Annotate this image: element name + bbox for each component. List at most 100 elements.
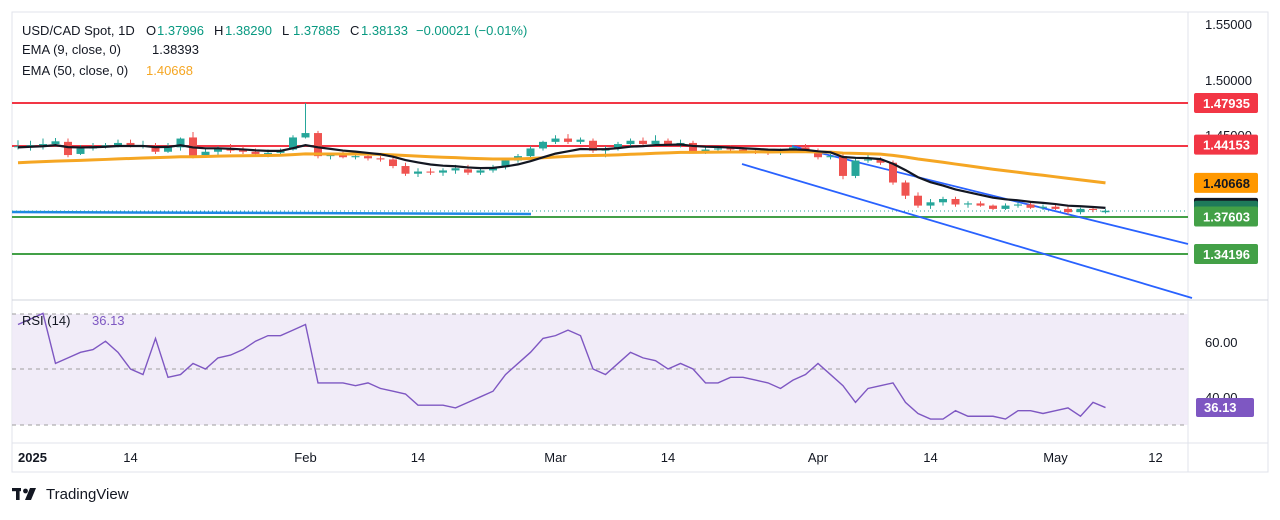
time-tick: 14 (661, 450, 675, 465)
ohlc-key-h: H (214, 23, 223, 38)
candle-body (839, 156, 847, 176)
ema50-legend-value: 1.40668 (146, 63, 193, 78)
candle-body (639, 140, 647, 145)
candle-body (739, 149, 747, 151)
rsi-value-badge-text: 36.13 (1204, 400, 1237, 415)
candle-body (651, 140, 660, 145)
tradingview-brand[interactable]: TradingView (12, 484, 129, 504)
candle-body (814, 151, 822, 158)
candle-body (526, 148, 535, 157)
time-tick: Apr (808, 450, 829, 465)
time-tick: 14 (923, 450, 937, 465)
candle-body (264, 152, 272, 154)
price-label-text: 1.44153 (1203, 138, 1250, 153)
candle-body (389, 159, 397, 167)
rsi-legend-value: 36.13 (92, 313, 125, 328)
candle-body (576, 139, 585, 142)
tradingview-logo-icon (12, 488, 36, 500)
candle-body (1051, 206, 1060, 209)
candle-body (939, 199, 947, 203)
candle-body (326, 155, 335, 157)
candle-body (614, 144, 622, 149)
candle-body (76, 148, 85, 154)
rsi-line (17, 312, 1106, 420)
change-readout: −0.00021 (−0.01%) (416, 23, 527, 38)
candle-body (901, 182, 910, 196)
candle-body (214, 148, 222, 152)
ema50-legend-label: EMA (50, close, 0) (22, 63, 128, 78)
candle-body (1101, 210, 1110, 213)
price-label-badge (1194, 134, 1258, 155)
candle-body (426, 171, 435, 173)
candle-body (976, 203, 985, 206)
price-label-badge (1194, 244, 1258, 264)
candle-body (626, 140, 635, 145)
candle-body (689, 142, 697, 152)
ohlc-value-c: 1.38133 (361, 23, 408, 38)
candle-body (851, 160, 860, 176)
candle-body (889, 162, 897, 183)
blue-horizontal-line (11, 210, 532, 216)
price-label-badge (1194, 172, 1258, 193)
price-label-text: 1.34196 (1203, 247, 1250, 262)
candle-body (251, 151, 260, 154)
candle-body (51, 141, 60, 145)
candle-body (114, 142, 122, 146)
ema9-legend-label: EMA (9, close, 0) (22, 42, 121, 57)
ema9-line (17, 143, 1106, 209)
candle-body (439, 170, 447, 173)
price-label-badge (1194, 206, 1258, 227)
candle-body (376, 158, 385, 160)
candle-body (714, 148, 722, 150)
time-tick: 14 (411, 450, 425, 465)
candle-body (201, 151, 210, 156)
candle-body (176, 138, 185, 148)
candle-body (464, 169, 472, 173)
candle-body (664, 140, 672, 145)
time-tick: May (1043, 450, 1068, 465)
candle-body (926, 202, 935, 206)
price-label-badge (1194, 93, 1258, 113)
candle-body (164, 146, 172, 152)
candle-body (39, 144, 47, 146)
time-tick: Feb (294, 450, 316, 465)
time-axis: 2025 14 Feb 14 Mar 14 Apr 14 May 12 (18, 450, 1163, 465)
ema50-line (17, 150, 1106, 185)
candle-body (64, 141, 72, 156)
candle-body (401, 166, 410, 174)
candle-body (1001, 205, 1010, 209)
candle-body (1064, 208, 1072, 213)
candle-body (351, 156, 360, 158)
price-label-text: 1.47935 (1203, 96, 1250, 111)
ohlc-value-o: 1.37996 (157, 23, 204, 38)
candle-body (451, 168, 460, 171)
candle-body (964, 203, 972, 205)
candle-body (314, 133, 322, 157)
candle-body (1076, 208, 1085, 213)
candle-body (951, 199, 960, 205)
candle-body (501, 160, 510, 168)
rsi-value-badge (1196, 398, 1254, 417)
candle-body (289, 137, 297, 150)
candle-body (914, 195, 922, 206)
legend: USD/CAD Spot, 1D O 1.37996 H 1.38290 L 1.3788… (22, 23, 527, 328)
candle-body (564, 138, 572, 142)
time-tick: Mar (544, 450, 567, 465)
ohlc-key-c: C (350, 23, 359, 38)
candle-body (876, 159, 885, 163)
price-tick: 1.50000 (1205, 73, 1252, 88)
candle-body (539, 141, 547, 149)
rsi-tick: 60.00 (1205, 335, 1238, 350)
candle-body (1039, 206, 1047, 208)
time-tick: 2025 (18, 450, 47, 465)
candle-body (551, 138, 560, 142)
candle-body (151, 146, 160, 152)
candle-body (339, 155, 347, 158)
ohlc-value-l: 1.37885 (293, 23, 340, 38)
price-tick: 1.55000 (1205, 17, 1252, 32)
candle-body (301, 133, 310, 138)
candle-body (126, 142, 135, 147)
candle-body (1026, 204, 1035, 208)
candle-body (701, 149, 710, 152)
